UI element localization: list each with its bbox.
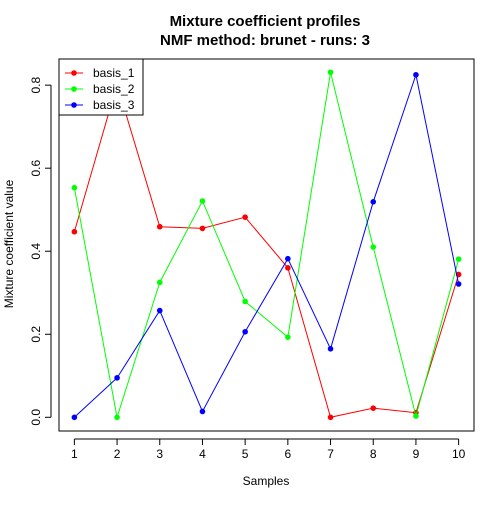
- x-tick-label: 2: [114, 447, 121, 461]
- x-tick-label: 9: [413, 447, 420, 461]
- legend-label: basis_1: [93, 66, 135, 80]
- data-point: [327, 414, 334, 421]
- data-point: [327, 69, 334, 76]
- legend-marker: [71, 86, 77, 92]
- data-point: [455, 281, 462, 287]
- x-tick-label: 5: [242, 447, 249, 461]
- y-axis-label: Mixture coefficient value: [2, 179, 16, 308]
- data-point: [242, 214, 248, 220]
- legend-marker: [71, 102, 77, 108]
- data-point: [199, 408, 206, 415]
- y-tick-label: 0.8: [29, 76, 43, 93]
- x-tick-label: 7: [327, 447, 334, 461]
- data-point: [199, 225, 206, 232]
- x-tick-label: 6: [285, 447, 292, 461]
- series-basis_3: [71, 71, 462, 421]
- data-point: [285, 265, 291, 271]
- data-point: [114, 414, 120, 421]
- data-point: [199, 198, 206, 204]
- data-point: [71, 414, 78, 421]
- y-tick-label: 0.6: [29, 160, 43, 177]
- data-point: [242, 328, 248, 335]
- data-point: [455, 256, 462, 262]
- data-point: [413, 413, 419, 419]
- data-point: [71, 184, 78, 191]
- y-tick-label: 0.0: [29, 409, 43, 426]
- legend-label: basis_2: [93, 82, 135, 96]
- data-point: [370, 244, 377, 250]
- series-line: [73, 72, 460, 419]
- x-tick-label: 1: [71, 447, 78, 461]
- legend: basis_1 basis_2 basis_3: [58, 58, 144, 116]
- legend-marker: [71, 70, 77, 76]
- axes: 1 2 3 4 5 6 7 8 9 10 0.0 0.2 0.4 0.6 0.8: [29, 58, 475, 461]
- data-point: [285, 334, 291, 340]
- data-point: [71, 228, 78, 235]
- data-point: [156, 307, 163, 314]
- data-point: [413, 71, 419, 78]
- data-point: [370, 405, 377, 411]
- x-tick-label: 4: [199, 447, 206, 461]
- series-basis_2: [71, 69, 462, 421]
- chart-subtitle: NMF method: brunet - runs: 3: [160, 32, 370, 49]
- x-tick-label: 10: [452, 447, 466, 461]
- legend-label: basis_3: [93, 98, 135, 112]
- x-tick-label: 3: [156, 447, 163, 461]
- x-axis-label: Samples: [243, 474, 290, 488]
- data-point: [327, 345, 334, 352]
- y-tick-label: 0.4: [29, 243, 43, 260]
- data-point: [114, 375, 120, 381]
- series-line: [74, 72, 460, 418]
- data-point: [156, 223, 163, 230]
- data-point: [370, 199, 377, 205]
- x-tick-label: 8: [370, 447, 377, 461]
- chart-title: Mixture coefficient profiles: [170, 13, 361, 30]
- plot-frame: [58, 58, 475, 432]
- data-point: [156, 279, 163, 286]
- y-tick-label: 0.2: [29, 326, 43, 343]
- series-line: [73, 82, 460, 418]
- data-point: [285, 255, 291, 262]
- data-point: [242, 298, 248, 305]
